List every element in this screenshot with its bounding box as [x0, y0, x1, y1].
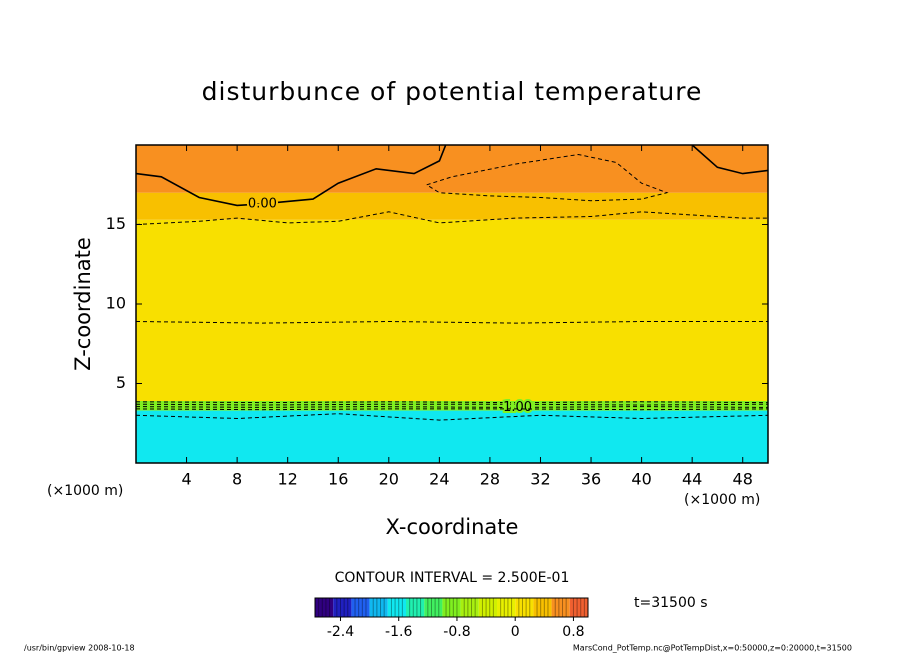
- colorbar-box: [569, 598, 588, 617]
- x-tick-label: 16: [328, 470, 348, 489]
- colorbar-box: [478, 598, 497, 617]
- colorbar-tick-label: -0.8: [443, 624, 470, 640]
- x-axis-label: X-coordinate: [386, 515, 519, 539]
- colorbar-box: [369, 598, 388, 617]
- y-unit-label: (×1000 m): [47, 483, 123, 499]
- contour-line: [136, 403, 768, 406]
- colorbar-tick-label: 0: [511, 624, 520, 640]
- contour-line: [426, 153, 669, 202]
- chart-title: disturbunce of potential temperature: [202, 77, 703, 106]
- field-band: [136, 192, 768, 220]
- contour-line: [136, 320, 768, 324]
- contour-line: [136, 401, 768, 404]
- colorbar-box: [442, 598, 461, 617]
- x-tick-label: 44: [682, 470, 702, 489]
- x-tick-label: 36: [581, 470, 601, 489]
- contour-line: [136, 408, 768, 411]
- footer-left: /usr/bin/gpview 2008-10-18: [24, 644, 135, 653]
- colorbar-box: [533, 598, 552, 617]
- colorbar-box: [515, 598, 534, 617]
- x-tick-label: 48: [733, 470, 753, 489]
- footer-right: MarsCond_PotTemp.nc@PotTempDist,x=0:5000…: [573, 644, 852, 653]
- contour-line: [136, 211, 768, 225]
- field-band: [136, 145, 768, 193]
- colorbar-box: [351, 598, 370, 617]
- colorbar-box: [551, 598, 570, 617]
- x-tick-label: 12: [278, 470, 298, 489]
- colorbar-box: [315, 598, 334, 617]
- y-axis-label: Z-coordinate: [71, 237, 95, 371]
- field-band: [136, 219, 768, 401]
- x-tick-label: 4: [181, 470, 191, 489]
- x-unit-label: (×1000 m): [684, 492, 760, 508]
- x-tick-label: 8: [232, 470, 242, 489]
- colorbar-box: [460, 598, 479, 617]
- colorbar-box: [424, 598, 443, 617]
- colorbar-box: [497, 598, 516, 617]
- colorbar-frame: [314, 597, 589, 618]
- time-label: t=31500 s: [634, 595, 708, 611]
- contour-line: [691, 145, 768, 175]
- colorbar-box: [387, 598, 406, 617]
- colorbar-tick-label: -1.6: [385, 624, 412, 640]
- colorbar-box: [333, 598, 352, 617]
- contour-interval: CONTOUR INTERVAL = 2.500E-01: [335, 570, 570, 586]
- contour-label: -1.00: [498, 400, 532, 415]
- contour-line: [136, 406, 768, 408]
- x-tick-label: 24: [429, 470, 449, 489]
- colorbar-box: [406, 598, 425, 617]
- contour-line: [136, 145, 447, 207]
- contour-label: 0.00: [248, 196, 277, 211]
- y-tick-label: 5: [116, 373, 126, 392]
- x-tick-label: 20: [379, 470, 399, 489]
- colorbar-tick-label: -2.4: [327, 624, 354, 640]
- colorbar-tick-label: 0.8: [562, 624, 584, 640]
- x-tick-label: 32: [530, 470, 550, 489]
- contour-line: [136, 413, 768, 421]
- x-tick-label: 40: [631, 470, 651, 489]
- x-tick-label: 28: [480, 470, 500, 489]
- y-tick-label: 15: [106, 214, 126, 233]
- field-band: [136, 400, 768, 411]
- y-tick-label: 10: [106, 294, 126, 313]
